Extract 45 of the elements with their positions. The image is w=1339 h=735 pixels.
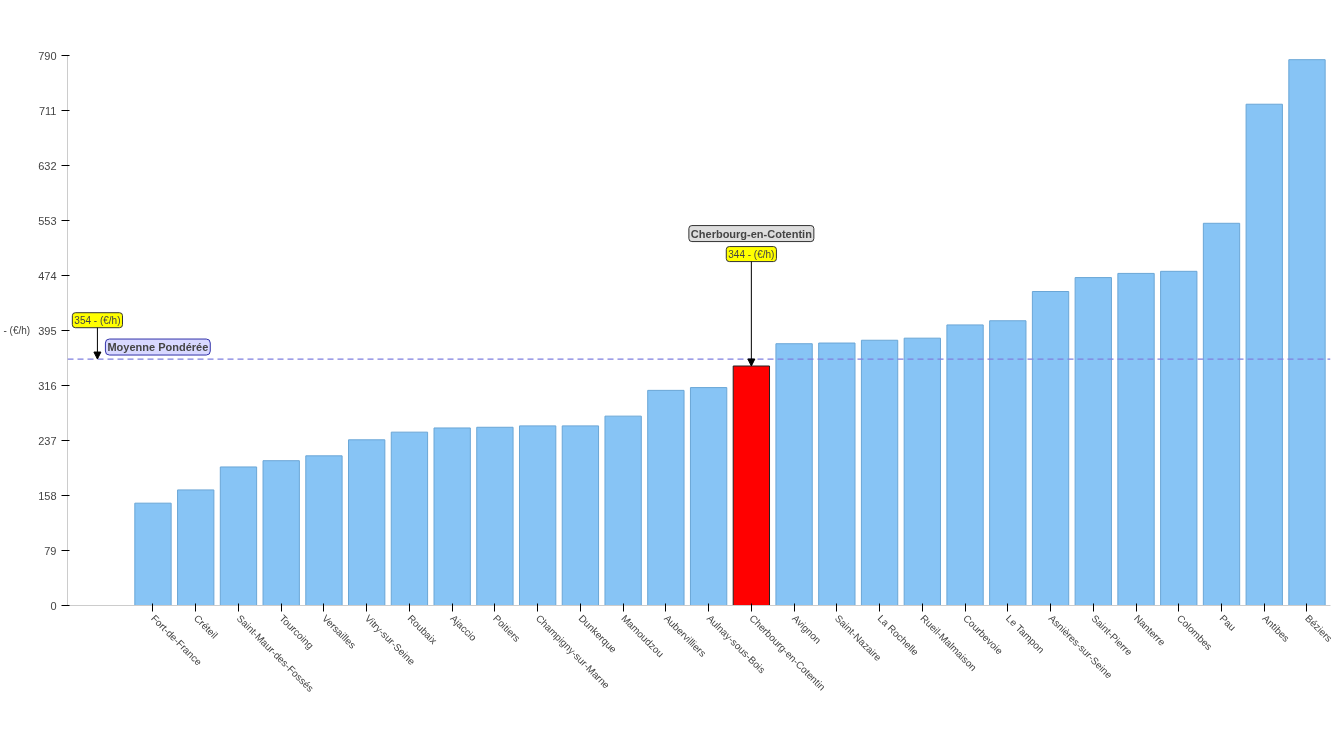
bar [561, 425, 600, 606]
bar [1160, 270, 1198, 606]
bar [818, 342, 856, 606]
bar [732, 365, 771, 606]
bar [177, 489, 215, 606]
y-tick-label: 474 [38, 269, 57, 282]
bar [903, 337, 941, 606]
bar [390, 431, 429, 606]
bar [476, 426, 514, 606]
y-tick-label: 237 [38, 434, 57, 447]
y-tick-label: 395 [38, 324, 57, 337]
bar [1117, 272, 1155, 606]
bar [348, 439, 386, 606]
y-tick-label: 790 [38, 49, 57, 62]
bar [1288, 59, 1326, 606]
bar [946, 324, 984, 606]
bar [604, 415, 642, 606]
bar [518, 425, 557, 606]
bar [647, 389, 685, 606]
bar [219, 466, 258, 606]
y-tick-label: 711 [38, 104, 57, 117]
annotation: Cherbourg-en-Cotentin [690, 227, 813, 240]
bar [1202, 222, 1241, 606]
annotation: 344 - (€/h) [728, 248, 775, 260]
bar [689, 387, 728, 606]
y-tick-label: 632 [38, 159, 57, 172]
y-tick-label: 316 [38, 379, 57, 392]
bar [775, 343, 813, 606]
bar [1074, 277, 1112, 606]
bar [305, 455, 343, 606]
bar [1031, 291, 1070, 606]
bar [262, 460, 300, 606]
ref-line-label: Moyenne Pondérée [107, 341, 209, 354]
bar [860, 339, 899, 606]
bar [433, 427, 471, 606]
y-axis-title: - (€/h) [3, 325, 31, 336]
bar [989, 320, 1027, 606]
y-tick-label: 0 [50, 599, 57, 612]
y-tick-label: 79 [44, 544, 57, 557]
y-tick-label: 553 [38, 214, 57, 227]
bar [134, 502, 172, 606]
y-tick-label: 158 [38, 489, 57, 502]
x-tick-label: Pau [1217, 612, 1238, 633]
bar [1245, 103, 1283, 606]
annotation: 354 - (€/h) [74, 314, 121, 326]
